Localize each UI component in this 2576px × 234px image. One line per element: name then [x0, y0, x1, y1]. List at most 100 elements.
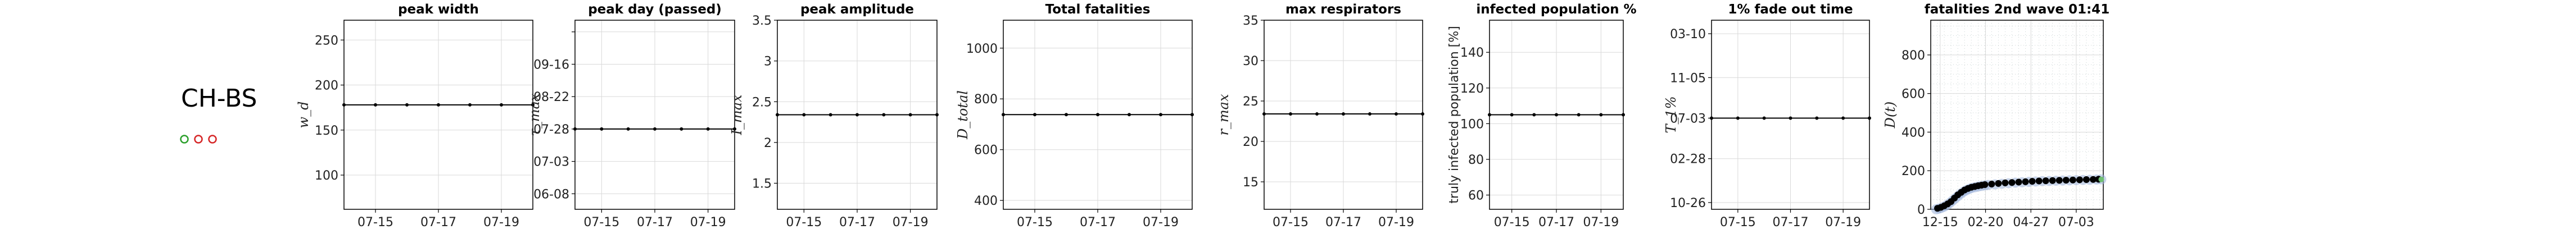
observed-point — [2002, 179, 2009, 186]
data-point — [1190, 113, 1194, 117]
x-tick-label: 07-19 — [1825, 215, 1861, 230]
y-tick-label: 09-16 — [533, 58, 569, 72]
observed-point — [2042, 177, 2049, 185]
end-marker — [2098, 176, 2104, 182]
data-point — [1555, 113, 1558, 117]
y-tick-label: 07-28 — [533, 123, 569, 137]
y-tick-label: 07-03 — [1670, 112, 1706, 126]
y-tick-label: 06-08 — [533, 187, 569, 201]
x-tick-label: 07-03 — [2058, 215, 2094, 230]
data-point — [1789, 116, 1792, 120]
y-tick-label: 600 — [974, 144, 998, 158]
panel-7: 0 200 400 600 800 12-15 02-20 04-27 07-03 fatalit… — [1882, 2, 2109, 230]
y-tick-label: 100 — [315, 169, 338, 183]
legend-markers — [180, 135, 217, 144]
observed-point — [2049, 177, 2056, 184]
y-axis-label: D(t) — [1882, 102, 1898, 129]
data-point — [1622, 113, 1625, 117]
panel-title: peak width — [398, 2, 479, 17]
data-point — [1841, 116, 1845, 120]
data-point — [882, 113, 886, 117]
y-tick-label: 15 — [1243, 176, 1258, 190]
y-tick-label: 60 — [1468, 189, 1484, 203]
observed-point — [1981, 181, 1989, 188]
x-tick-label: 07-19 — [1583, 215, 1619, 230]
x-tick-label: 07-19 — [1143, 215, 1179, 230]
panel-4: 15 20 25 30 35 07-15 07-17 07-19 max respirators… — [1216, 2, 1424, 230]
observed-point — [2082, 176, 2090, 183]
y-tick-label: 120 — [1460, 82, 1484, 96]
data-point — [342, 103, 346, 107]
y-axis-label: w_d — [296, 102, 311, 129]
panel-title: peak amplitude — [800, 2, 914, 17]
y-tick-label: 400 — [1902, 126, 1925, 140]
data-point — [1599, 113, 1603, 117]
data-point — [1421, 112, 1424, 116]
y-tick-label: 100 — [1460, 117, 1484, 131]
y-tick-label: 3 — [764, 55, 772, 69]
y-tick-label: 250 — [315, 34, 338, 48]
x-tick-label: 04-27 — [2013, 215, 2049, 230]
observed-point — [2056, 177, 2063, 184]
data-point — [1096, 113, 1099, 117]
data-point — [437, 103, 440, 107]
data-point — [1342, 112, 1345, 116]
y-tick-label: 150 — [315, 124, 338, 138]
observed-point — [2062, 177, 2070, 184]
y-tick-label: 08-22 — [533, 90, 569, 104]
y-tick-label: 07-03 — [533, 155, 569, 169]
panel-title: fatalities 2nd wave 01:41 — [1925, 2, 2109, 17]
data-point — [1315, 112, 1319, 116]
data-point — [1815, 116, 1819, 120]
y-tick-label: 2 — [764, 136, 772, 150]
y-tick-label: 200 — [1902, 164, 1925, 178]
data-point — [1488, 113, 1491, 117]
data-point — [468, 103, 472, 107]
y-tick-label: 400 — [974, 194, 998, 208]
data-point — [776, 113, 779, 117]
data-point — [1577, 113, 1581, 117]
y-axis-label: r_max — [1216, 94, 1232, 136]
legend-marker-2 — [208, 135, 217, 144]
y-tick-label: 1.5 — [752, 177, 772, 191]
data-point — [1368, 112, 1371, 116]
x-tick-label: 07-17 — [420, 215, 456, 230]
y-tick-label: 02-28 — [1670, 153, 1706, 167]
panel-0: 100 150 200 250 07-15 07-17 07-19 peak width w_d — [296, 2, 535, 230]
y-tick-label: 11-05 — [1670, 71, 1706, 85]
data-point — [600, 127, 604, 131]
data-point — [1128, 113, 1131, 117]
data-point — [680, 127, 683, 131]
data-point — [802, 113, 806, 117]
x-tick-label: 07-19 — [893, 215, 929, 230]
x-tick-label: 07-19 — [690, 215, 726, 230]
x-tick-label: 07-19 — [1378, 215, 1414, 230]
panel-5: 60 80 100 120 140 07-15 07-17 07-19 infected pop… — [1447, 2, 1637, 230]
y-tick-label: 0 — [1917, 203, 1925, 217]
legend-marker-0 — [180, 135, 189, 144]
observed-point — [2076, 176, 2083, 183]
region-label: CH-BS — [181, 84, 257, 113]
data-point — [405, 103, 409, 107]
y-tick-label: 10-26 — [1670, 196, 1706, 210]
data-point — [1510, 113, 1514, 117]
x-tick-label: 07-15 — [583, 215, 619, 230]
y-axis-label: D_total — [955, 90, 971, 140]
data-point — [1002, 113, 1005, 117]
x-tick-label: 07-17 — [637, 215, 673, 230]
data-point — [1762, 116, 1766, 120]
y-axis-label: τ_max — [527, 93, 542, 136]
y-tick-label: 80 — [1468, 153, 1484, 167]
x-tick-label: 07-17 — [1773, 215, 1809, 230]
data-point — [829, 113, 832, 117]
x-tick-label: 07-19 — [483, 215, 519, 230]
x-tick-label: 02-20 — [1968, 215, 2004, 230]
observed-series — [1934, 176, 2102, 212]
observed-point — [2069, 176, 2076, 183]
data-point — [1289, 112, 1292, 116]
data-point — [706, 127, 710, 131]
observed-point — [2089, 176, 2097, 183]
y-tick-label: 200 — [315, 79, 338, 93]
